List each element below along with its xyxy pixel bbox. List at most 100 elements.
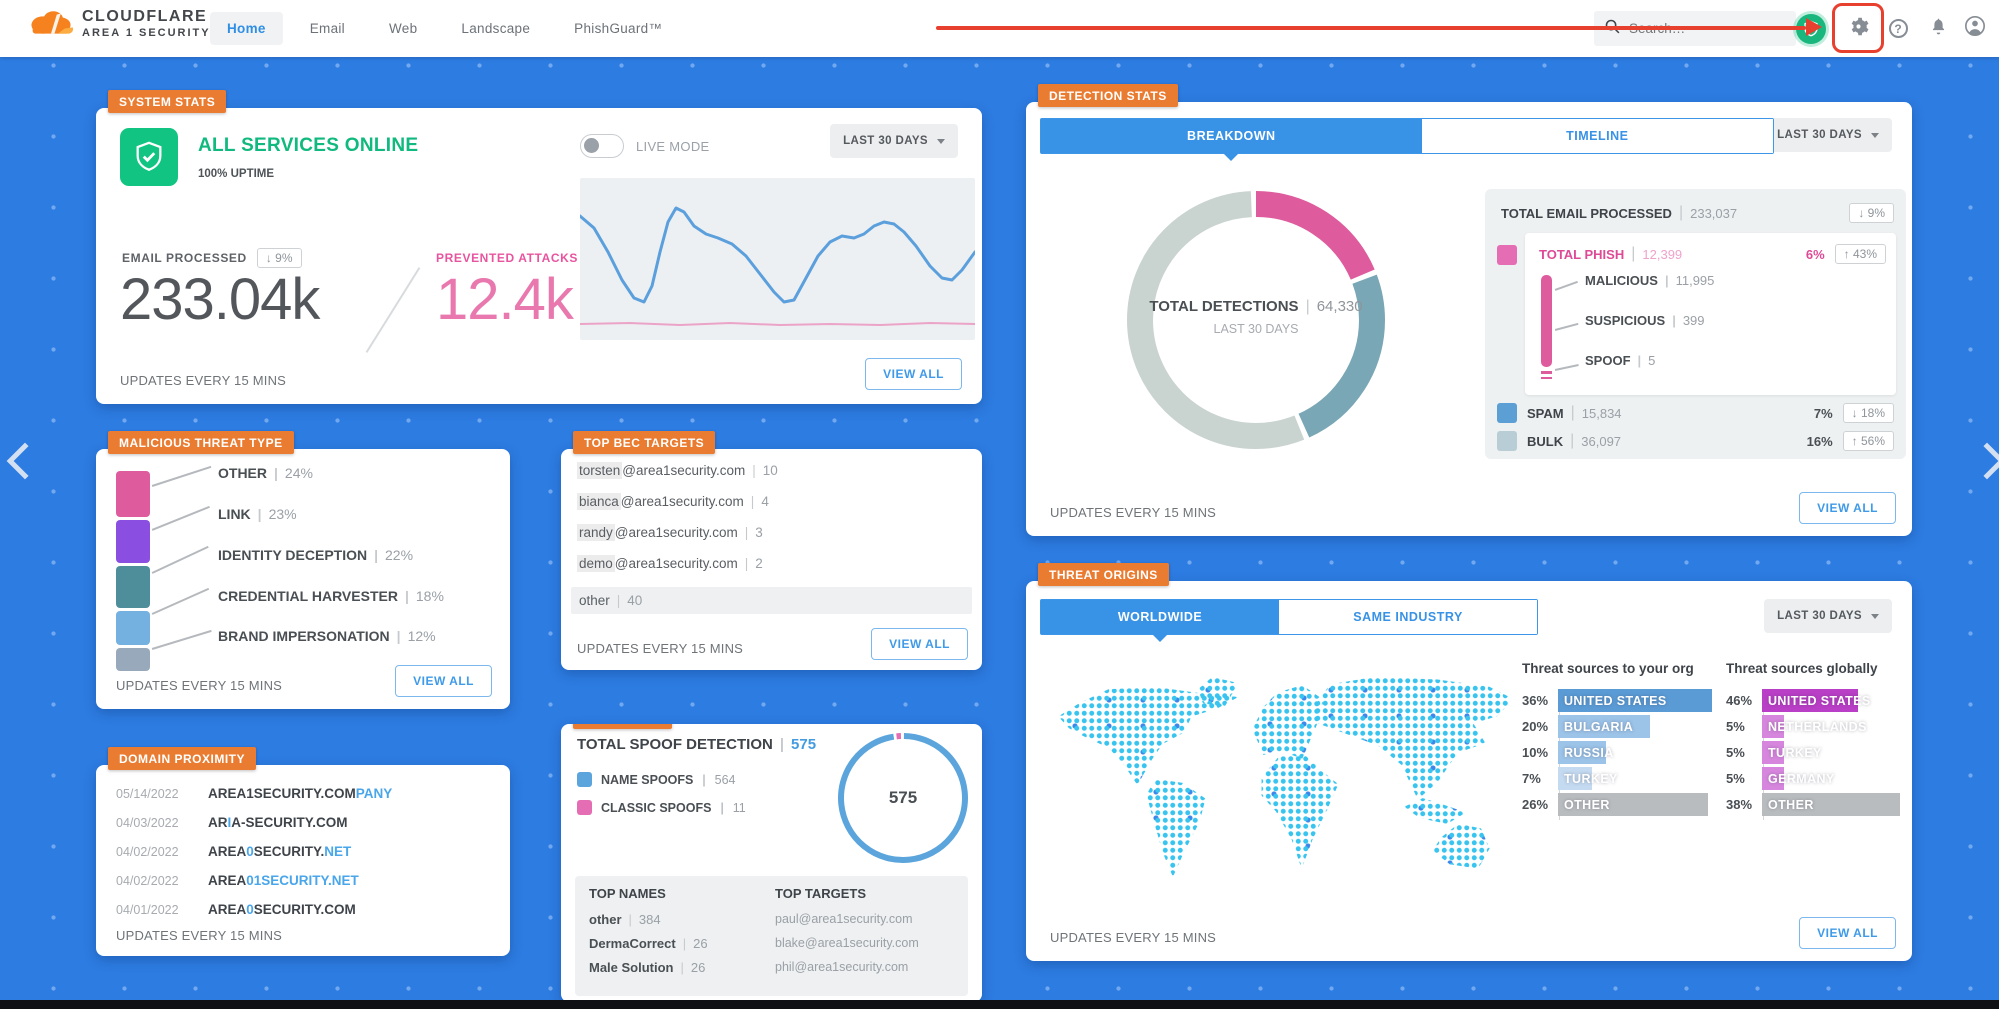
domain-proximity-row[interactable]: 04/02/2022 AREA 0 SECURITY. NET [116,844,352,859]
settings-button[interactable] [1839,0,1877,57]
email-processed-label: EMAIL PROCESSED [122,251,247,265]
system-stats-card: SYSTEM STATS ALL SERVICES ONLINE 100% UP… [96,90,982,404]
notifications-button[interactable] [1919,0,1957,57]
org-spoof-tag: ORG SPOOF [573,724,673,729]
org-source-row: 26% OTHER [1522,793,1708,816]
spoof-title: TOTAL SPOOF DETECTION [577,736,773,753]
global-source-row: 5% GERMANY [1726,767,1834,790]
threat-type-stacked-bar [116,471,150,674]
system-stats-tag: SYSTEM STATS [108,90,227,113]
nav-item-web[interactable]: Web [388,21,418,36]
phish-subpanel: TOTAL PHISH | 12,399 6% ↑ 43% MALICIOUS |… [1525,233,1896,395]
domain-proximity-row[interactable]: 04/03/2022 AR I A-SECURITY.COM [116,815,348,830]
threat-type-row: BRAND IMPERSONATION | 12% [218,628,436,644]
name-spoofs-swatch [577,772,592,787]
domain-proximity-card: DOMAIN PROXIMITY 05/14/2022 AREA1SECURITY… [96,747,510,956]
bec-view-all-button[interactable]: VIEW ALL [871,628,968,660]
spam-row: SPAM | 15,834 7% ↓ 18% [1497,403,1894,423]
total-phish-row: TOTAL PHISH | 12,399 6% ↑ 43% [1539,244,1886,264]
map-africa [1261,754,1339,869]
nav-item-landscape[interactable]: Landscape [461,21,531,36]
origins-range-dropdown[interactable]: LAST 30 DAYS [1764,599,1892,633]
detection-tabs: BREAKDOWN TIMELINE [1040,118,1774,161]
account-button[interactable] [1956,0,1994,57]
phish-swatch [1497,245,1517,265]
bec-target-row[interactable]: bianca @area1security.com | 4 [577,493,769,510]
top-target-row: paul@area1security.com [775,912,913,926]
nav-item-phishguard[interactable]: PhishGuard™ [574,21,663,36]
origins-tabs: WORLDWIDE SAME INDUSTRY [1040,599,1538,642]
bec-updates-note: UPDATES EVERY 15 MINS [577,641,744,656]
global-source-row: 5% TURKEY [1726,741,1821,764]
domain-proximity-row[interactable]: 04/01/2022 AREA 0 SECURITY.COM [116,902,356,917]
chevron-down-icon [937,138,945,144]
legend-item: CLASSIC SPOOFS | 11 [577,800,746,815]
user-icon [1964,15,1986,42]
bell-icon [1929,17,1948,41]
detection-view-all-button[interactable]: VIEW ALL [1799,492,1896,524]
bulk-row: BULK | 36,097 16% ↑ 56% [1497,431,1894,451]
brand-line1: CLOUDFLARE [82,8,208,25]
prevented-attacks-label: PREVENTED ATTACKS [436,251,578,265]
help-icon: ? [1888,19,1908,38]
domain-proximity-row[interactable]: 05/14/2022 AREA1SECURITY.COM PANY [116,786,393,801]
live-mode-toggle[interactable] [580,134,624,158]
org-source-row: 36% UNITED STATES [1522,689,1712,712]
live-mode-label: LIVE MODE [636,139,710,154]
metric-divider [365,267,421,353]
org-source-row: 10% RUSSIA [1522,741,1613,764]
phish-sub-row: SUSPICIOUS | 399 [1585,313,1705,328]
legend-item: NAME SPOOFS | 564 [577,772,735,787]
brand-logo[interactable]: CLOUDFLARE AREA 1 SECURITY [28,6,211,41]
domain-proximity-row[interactable]: 04/02/2022 AREA 01SECURITY.NET [116,873,359,888]
top-name-row: Male Solution | 26 [589,960,706,975]
tab-worldwide[interactable]: WORLDWIDE [1041,600,1280,642]
bec-target-row[interactable]: demo @area1security.com | 2 [577,555,763,572]
system-range-dropdown[interactable]: LAST 30 DAYS [830,124,958,158]
top-bec-targets-card: TOP BEC TARGETS torsten @area1security.co… [561,431,982,670]
org-sources-header: Threat sources to your org [1522,661,1694,676]
system-updates-note: UPDATES EVERY 15 MINS [120,373,287,388]
bottom-bar [0,1000,1999,1009]
nav-item-home[interactable]: Home [210,12,283,45]
map-asia [1314,677,1514,800]
chevron-down-icon [1871,613,1879,619]
malicious-view-all-button[interactable]: VIEW ALL [395,665,492,697]
system-view-all-button[interactable]: VIEW ALL [865,358,962,390]
next-arrow[interactable] [1968,442,1999,480]
org-source-row: 7% TURKEY [1522,767,1617,790]
toggle-knob [584,138,599,153]
bec-other-row[interactable]: other | 40 [571,587,972,614]
domain-updates-note: UPDATES EVERY 15 MINS [116,928,283,943]
services-status: ALL SERVICES ONLINE [198,135,419,156]
spoof-breakdown-panel: TOP NAMES TOP TARGETS other | 384 DermaCor… [575,876,968,996]
help-button[interactable]: ? [1879,0,1917,57]
prev-arrow[interactable] [6,442,44,480]
map-indonesia [1404,798,1466,824]
tab-breakdown[interactable]: BREAKDOWN [1041,119,1422,161]
bec-target-row[interactable]: randy @area1security.com | 3 [577,524,763,541]
malicious-updates-note: UPDATES EVERY 15 MINS [116,678,283,693]
detection-breakdown-panel: TOTAL EMAIL PROCESSED | 233,037 ↓ 9% TOT… [1485,189,1906,459]
detection-range-dropdown[interactable]: LAST 30 DAYS [1764,118,1892,152]
bec-target-row[interactable]: torsten @area1security.com | 10 [577,462,778,479]
threat-type-row: IDENTITY DECEPTION | 22% [218,547,414,563]
phish-sub-row: MALICIOUS | 11,995 [1585,273,1715,288]
annotation-highlight-box [1832,3,1884,53]
top-target-row: phil@area1security.com [775,960,909,974]
top-targets-header: TOP TARGETS [775,886,867,901]
org-spoof-card: ORG SPOOF TOTAL SPOOF DETECTION|575 NAME… [561,724,982,1002]
top-bec-targets-tag: TOP BEC TARGETS [573,431,716,454]
tab-timeline[interactable]: TIMELINE [1421,119,1773,153]
threat-origins-card: THREAT ORIGINS WORLDWIDE SAME INDUSTRY L… [1026,563,1912,961]
nav-item-email[interactable]: Email [309,21,345,36]
map-australia [1432,823,1490,869]
origins-view-all-button[interactable]: VIEW ALL [1799,917,1896,949]
prevented-attacks-value: 12.4k [436,267,574,332]
email-processed-value: 233.04k [120,267,320,332]
tab-same-industry[interactable]: SAME INDUSTRY [1279,600,1537,634]
detection-range-value: LAST 30 DAYS [1777,129,1862,141]
malicious-threat-type-tag: MALICIOUS THREAT TYPE [108,431,294,454]
bulk-swatch [1497,431,1517,451]
